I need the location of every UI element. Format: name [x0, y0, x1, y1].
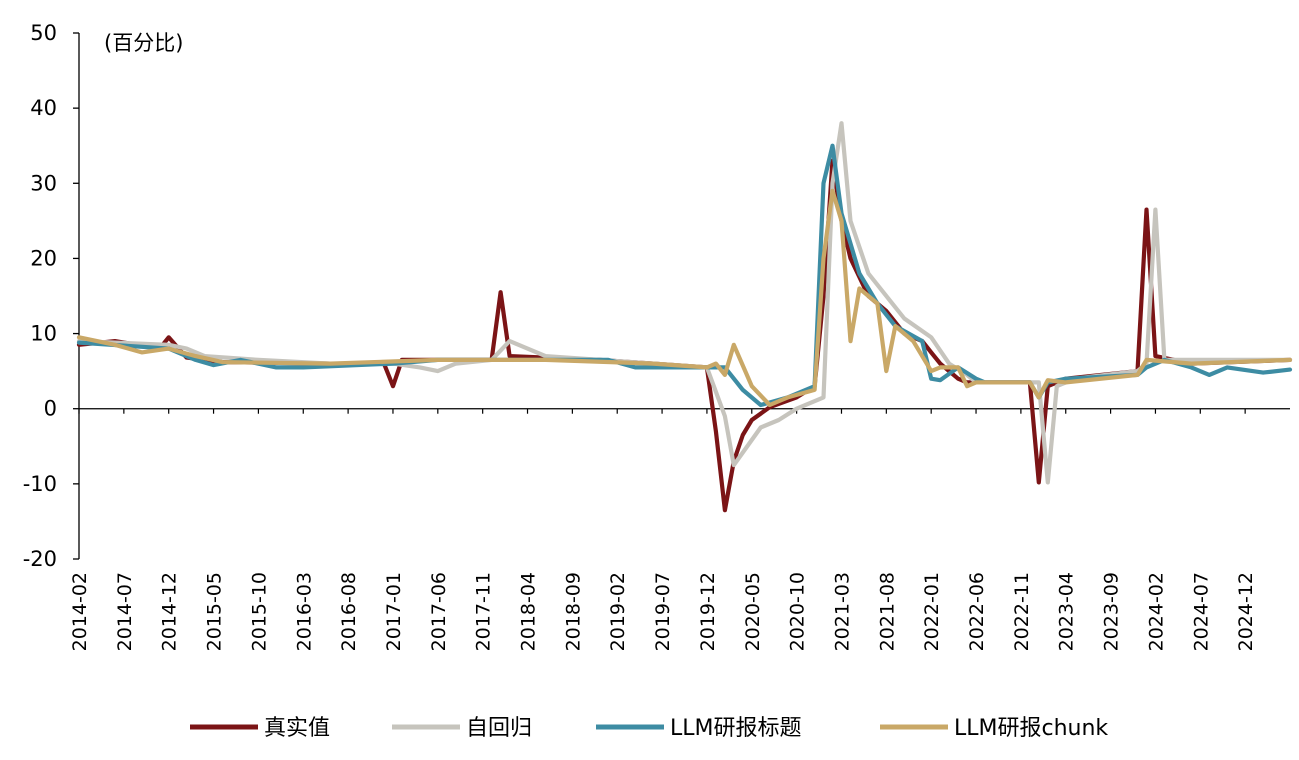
series-line-1: [76, 121, 1293, 485]
x-tick-label: 2021-08: [876, 572, 898, 651]
legend-label-1: 自回归: [466, 716, 532, 741]
x-tick-label: 2018-09: [562, 572, 584, 651]
x-tick-label: 2019-02: [607, 572, 629, 651]
legend-label-0: 真实值: [264, 716, 330, 741]
axes: 50 40 30 20 10 0 -10 -20 2014-02 2014-07 2014-12 20…: [23, 21, 1290, 651]
x-tick-label: 2015-05: [204, 572, 226, 651]
x-tick-label: 2020-05: [742, 572, 764, 651]
legend-label-3: LLM研报chunk: [954, 716, 1108, 741]
series-line-0: [76, 158, 1293, 513]
x-tick-label: 2018-04: [518, 572, 540, 651]
y-tick-label: 0: [44, 397, 57, 421]
x-tick-label: 2016-08: [338, 572, 360, 651]
y-tick-label: 20: [30, 246, 57, 270]
x-tick-label: 2024-07: [1190, 572, 1212, 651]
y-tick-label: 10: [30, 322, 57, 346]
x-tick-label: 2019-12: [697, 572, 719, 651]
x-tick-label: 2021-03: [831, 572, 853, 651]
x-tick-label: 2024-12: [1235, 572, 1257, 651]
x-tick-label: 2017-01: [383, 572, 405, 651]
x-tick-label: 2014-12: [159, 572, 181, 651]
x-tick-label: 2022-01: [921, 572, 943, 651]
y-tick-label: 40: [30, 96, 57, 120]
x-tick-label: 2014-07: [114, 572, 136, 651]
y-unit-label: (百分比): [104, 31, 183, 55]
y-tick-label: 30: [30, 171, 57, 195]
x-tick-label: 2022-06: [966, 572, 988, 651]
x-tick-label: 2023-04: [1056, 572, 1078, 651]
x-tick-label: 2016-03: [293, 572, 315, 651]
legend: 真实值 自回归 LLM研报标题 LLM研报chunk: [190, 716, 1108, 741]
x-tick-label: 2014-02: [69, 572, 91, 651]
x-tick-label: 2017-06: [428, 572, 450, 651]
x-tick-label: 2019-07: [652, 572, 674, 651]
y-tick-label: 50: [30, 21, 57, 45]
x-tick-label: 2022-11: [1011, 572, 1033, 651]
x-tick-label: 2017-11: [473, 572, 495, 651]
x-tick-label: 2015-10: [248, 572, 270, 651]
y-tick-label: -20: [23, 547, 57, 571]
series-lines: [76, 121, 1293, 513]
x-tick-label: 2020-10: [787, 572, 809, 651]
legend-label-2: LLM研报标题: [670, 716, 802, 741]
y-tick-label: -10: [23, 472, 57, 496]
series-line-3: [76, 188, 1293, 408]
x-tick-label: 2024-02: [1145, 572, 1167, 651]
x-tick-label: 2023-09: [1101, 572, 1123, 651]
